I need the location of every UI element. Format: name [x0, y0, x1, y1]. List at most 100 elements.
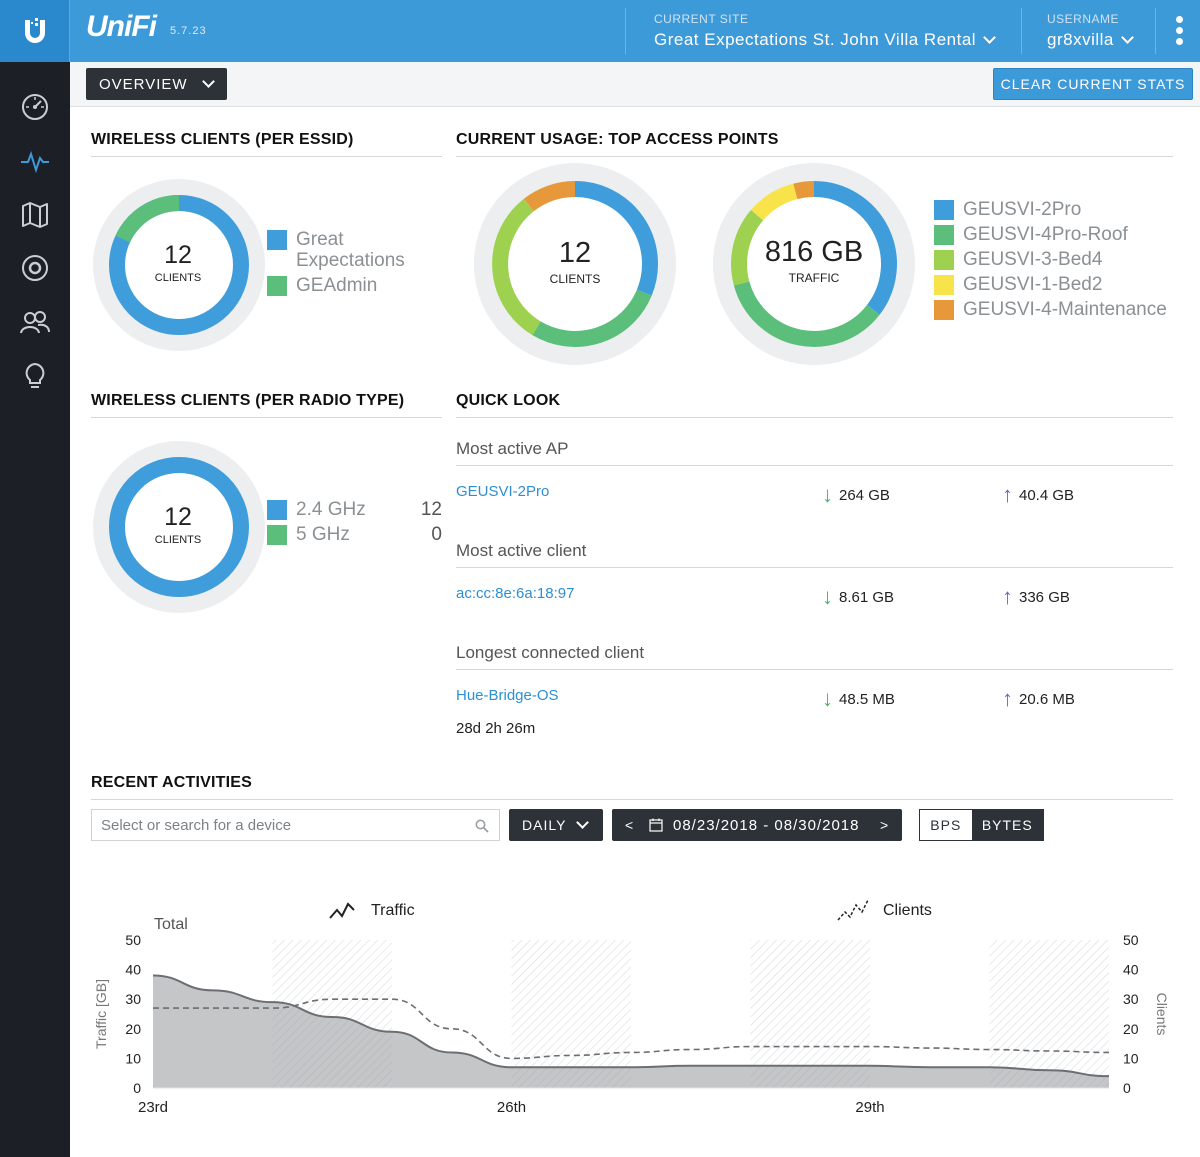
arrow-down-icon: ↓ — [822, 686, 833, 711]
view-select-label: OVERVIEW — [99, 75, 188, 93]
y-tick-label: 20 — [125, 1021, 141, 1037]
radio-legend: 2.4 GHz 12 5 GHz 0 — [267, 499, 447, 549]
y2-tick-label: 0 — [1123, 1080, 1131, 1096]
clients-line — [153, 998, 1110, 1060]
legend-item: 5 GHz 0 — [267, 524, 447, 545]
recent-activities-title: RECENT ACTIVITIES — [91, 774, 253, 791]
longest-client-duration: 28d 2h 26m — [456, 720, 536, 737]
most-active-client-upload: ↑ 336 GB — [1002, 586, 1070, 608]
top-ap-traffic-unit: TRAFFIC — [788, 271, 840, 285]
chevron-down-icon — [202, 75, 215, 88]
y2-tick-label: 30 — [1123, 991, 1139, 1007]
most-active-ap-download: ↓ 264 GB — [822, 484, 890, 506]
arrow-down-icon: ↓ — [822, 584, 833, 609]
longest-client-upload: ↑ 20.6 MB — [1002, 688, 1075, 710]
chevron-down-icon — [576, 816, 589, 829]
traffic-legend-label: Traffic — [371, 902, 415, 919]
more-menu-icon[interactable] — [1176, 16, 1184, 46]
ubiquiti-logo-icon — [25, 18, 45, 43]
essid-client-unit: CLIENTS — [154, 272, 202, 284]
clear-current-stats-button[interactable]: CLEAR CURRENT STATS — [993, 68, 1193, 100]
radio-donut-chart — [93, 441, 265, 613]
device-search-input[interactable]: Select or search for a device — [91, 809, 500, 841]
recent-activities-chart: 0 0 10 10 20 20 30 30 40 40 50 50 23rd 26th 29th Total T… — [93, 899, 1170, 1116]
top-ap-client-unit: CLIENTS — [549, 272, 601, 286]
most-active-ap-link[interactable]: GEUSVI-2Pro — [456, 483, 550, 500]
weekend-band — [511, 940, 631, 1088]
search-placeholder: Select or search for a device — [101, 816, 292, 834]
traffic-area — [153, 975, 1109, 1088]
legend-item: GEUSVI-4Pro-Roof — [934, 224, 1184, 245]
legend-label: GEUSVI-2Pro — [963, 199, 1082, 220]
ap-clients-segment-3-bed4 — [492, 198, 541, 336]
ap-traffic-segment-1-bed2 — [751, 183, 798, 221]
top-ap-clients-donut-chart — [474, 163, 676, 365]
legend-value: 12 — [420, 499, 442, 520]
most-active-ap-heading: Most active AP — [456, 439, 569, 458]
insights-icon[interactable] — [19, 360, 51, 392]
x-tick-label: 23rd — [138, 1099, 168, 1116]
date-range-value: 08/23/2018 - 08/30/2018 — [673, 816, 860, 834]
most-active-client-link[interactable]: ac:cc:8e:6a:18:97 — [456, 585, 575, 602]
upload-value: 40.4 GB — [1019, 486, 1075, 504]
essid-client-count: 12 — [164, 241, 192, 269]
clients-icon[interactable] — [19, 306, 51, 338]
y-tick-label: 30 — [125, 991, 141, 1007]
most-active-client-download: ↓ 8.61 GB — [822, 586, 894, 608]
dashboard-icon[interactable] — [19, 91, 51, 123]
date-range-picker[interactable]: < 08/23/2018 - 08/30/2018 > — [612, 809, 902, 841]
legend-item: GEUSVI-1-Bed2 — [934, 274, 1184, 295]
legend-label: GEUSVI-1-Bed2 — [963, 274, 1103, 295]
view-select[interactable]: OVERVIEW — [86, 68, 227, 100]
devices-icon[interactable] — [19, 252, 51, 284]
chart-title: Total — [154, 916, 188, 933]
essid-segment-geadmin — [115, 195, 180, 243]
legend-label: Great Expectations — [296, 229, 405, 271]
bytes-toggle-button[interactable]: BYTES — [971, 810, 1043, 840]
top-ap-traffic-value: 816 GB — [764, 236, 864, 268]
username-label: USERNAME — [1047, 12, 1120, 26]
y2-tick-label: 10 — [1123, 1050, 1139, 1066]
arrow-up-icon: ↑ — [1002, 482, 1013, 507]
next-range-button[interactable]: > — [880, 817, 890, 833]
top-ap-section-title: CURRENT USAGE: TOP ACCESS POINTS — [456, 131, 779, 148]
legend-label: GEUSVI-4-Maintenance — [963, 299, 1167, 320]
most-active-ap-upload: ↑ 40.4 GB — [1002, 484, 1074, 506]
essid-legend: Great Expectations GEAdmin — [267, 229, 427, 300]
y2-axis-label: Clients — [1154, 993, 1170, 1036]
current-site-label: CURRENT SITE — [654, 12, 749, 26]
legend-label: GEUSVI-3-Bed4 — [963, 249, 1103, 270]
download-value: 8.61 GB — [839, 588, 895, 606]
longest-client-link[interactable]: Hue-Bridge-OS — [456, 687, 559, 704]
essid-donut-chart — [93, 179, 265, 351]
upload-value: 336 GB — [1019, 588, 1070, 606]
legend-item: GEUSVI-2Pro — [934, 199, 1184, 220]
radio-segment-2-4ghz — [109, 457, 249, 597]
legend-item: GEUSVI-3-Bed4 — [934, 249, 1184, 270]
y-tick-label: 50 — [125, 932, 141, 948]
longest-client-heading: Longest connected client — [456, 643, 645, 662]
top-ap-traffic-donut-chart — [713, 163, 915, 365]
unit-toggle: BPS BYTES — [919, 809, 1044, 841]
username-select[interactable]: gr8xvilla — [1047, 30, 1134, 50]
bps-toggle-button[interactable]: BPS — [920, 810, 972, 840]
legend-label: 2.4 GHz — [296, 499, 366, 520]
top-bar: UniFi 5.7.23 CURRENT SITE Great Expectat… — [0, 0, 1200, 62]
previous-range-button[interactable]: < — [625, 817, 635, 833]
essid-section-title: WIRELESS CLIENTS (PER ESSID) — [91, 131, 354, 148]
clients-legend-icon — [837, 899, 869, 921]
most-active-client-heading: Most active client — [456, 541, 587, 560]
search-icon — [475, 819, 489, 833]
interval-select[interactable]: DAILY — [509, 809, 603, 841]
ap-clients-segment-4-maintenance — [523, 181, 576, 212]
statistics-icon[interactable] — [19, 145, 51, 177]
legend-label: GEAdmin — [296, 275, 378, 296]
radio-client-unit: CLIENTS — [154, 534, 202, 546]
map-icon[interactable] — [19, 199, 51, 231]
ubiquiti-logo[interactable] — [0, 0, 70, 62]
current-site-select[interactable]: Great Expectations St. John Villa Rental — [654, 30, 996, 50]
download-value: 264 GB — [839, 486, 890, 504]
version-label: 5.7.23 — [170, 25, 207, 37]
legend-item: GEUSVI-4-Maintenance — [934, 299, 1184, 320]
current-site-value: Great Expectations St. John Villa Rental — [654, 30, 977, 49]
